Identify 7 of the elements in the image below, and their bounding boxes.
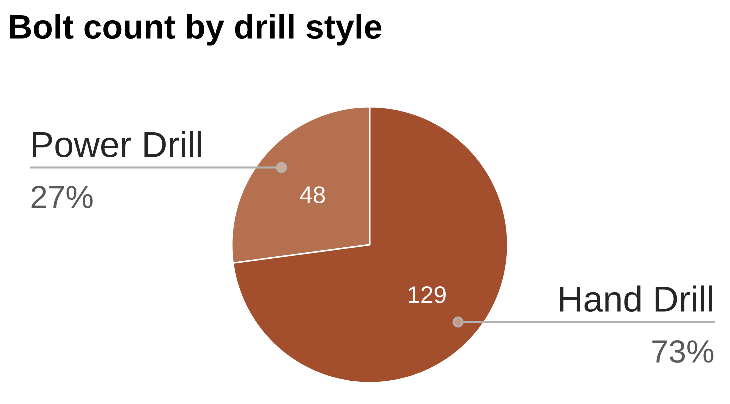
text: 27% — [32, 186, 93, 208]
data-label: 48 — [300, 186, 326, 204]
data-label: 129 — [409, 286, 446, 304]
slice-label: Hand Drill — [560, 286, 712, 312]
text: 73% — [652, 340, 714, 364]
chart-title: Bolt count by drill style — [10, 14, 382, 46]
slice-label: Power Drill — [33, 131, 202, 158]
